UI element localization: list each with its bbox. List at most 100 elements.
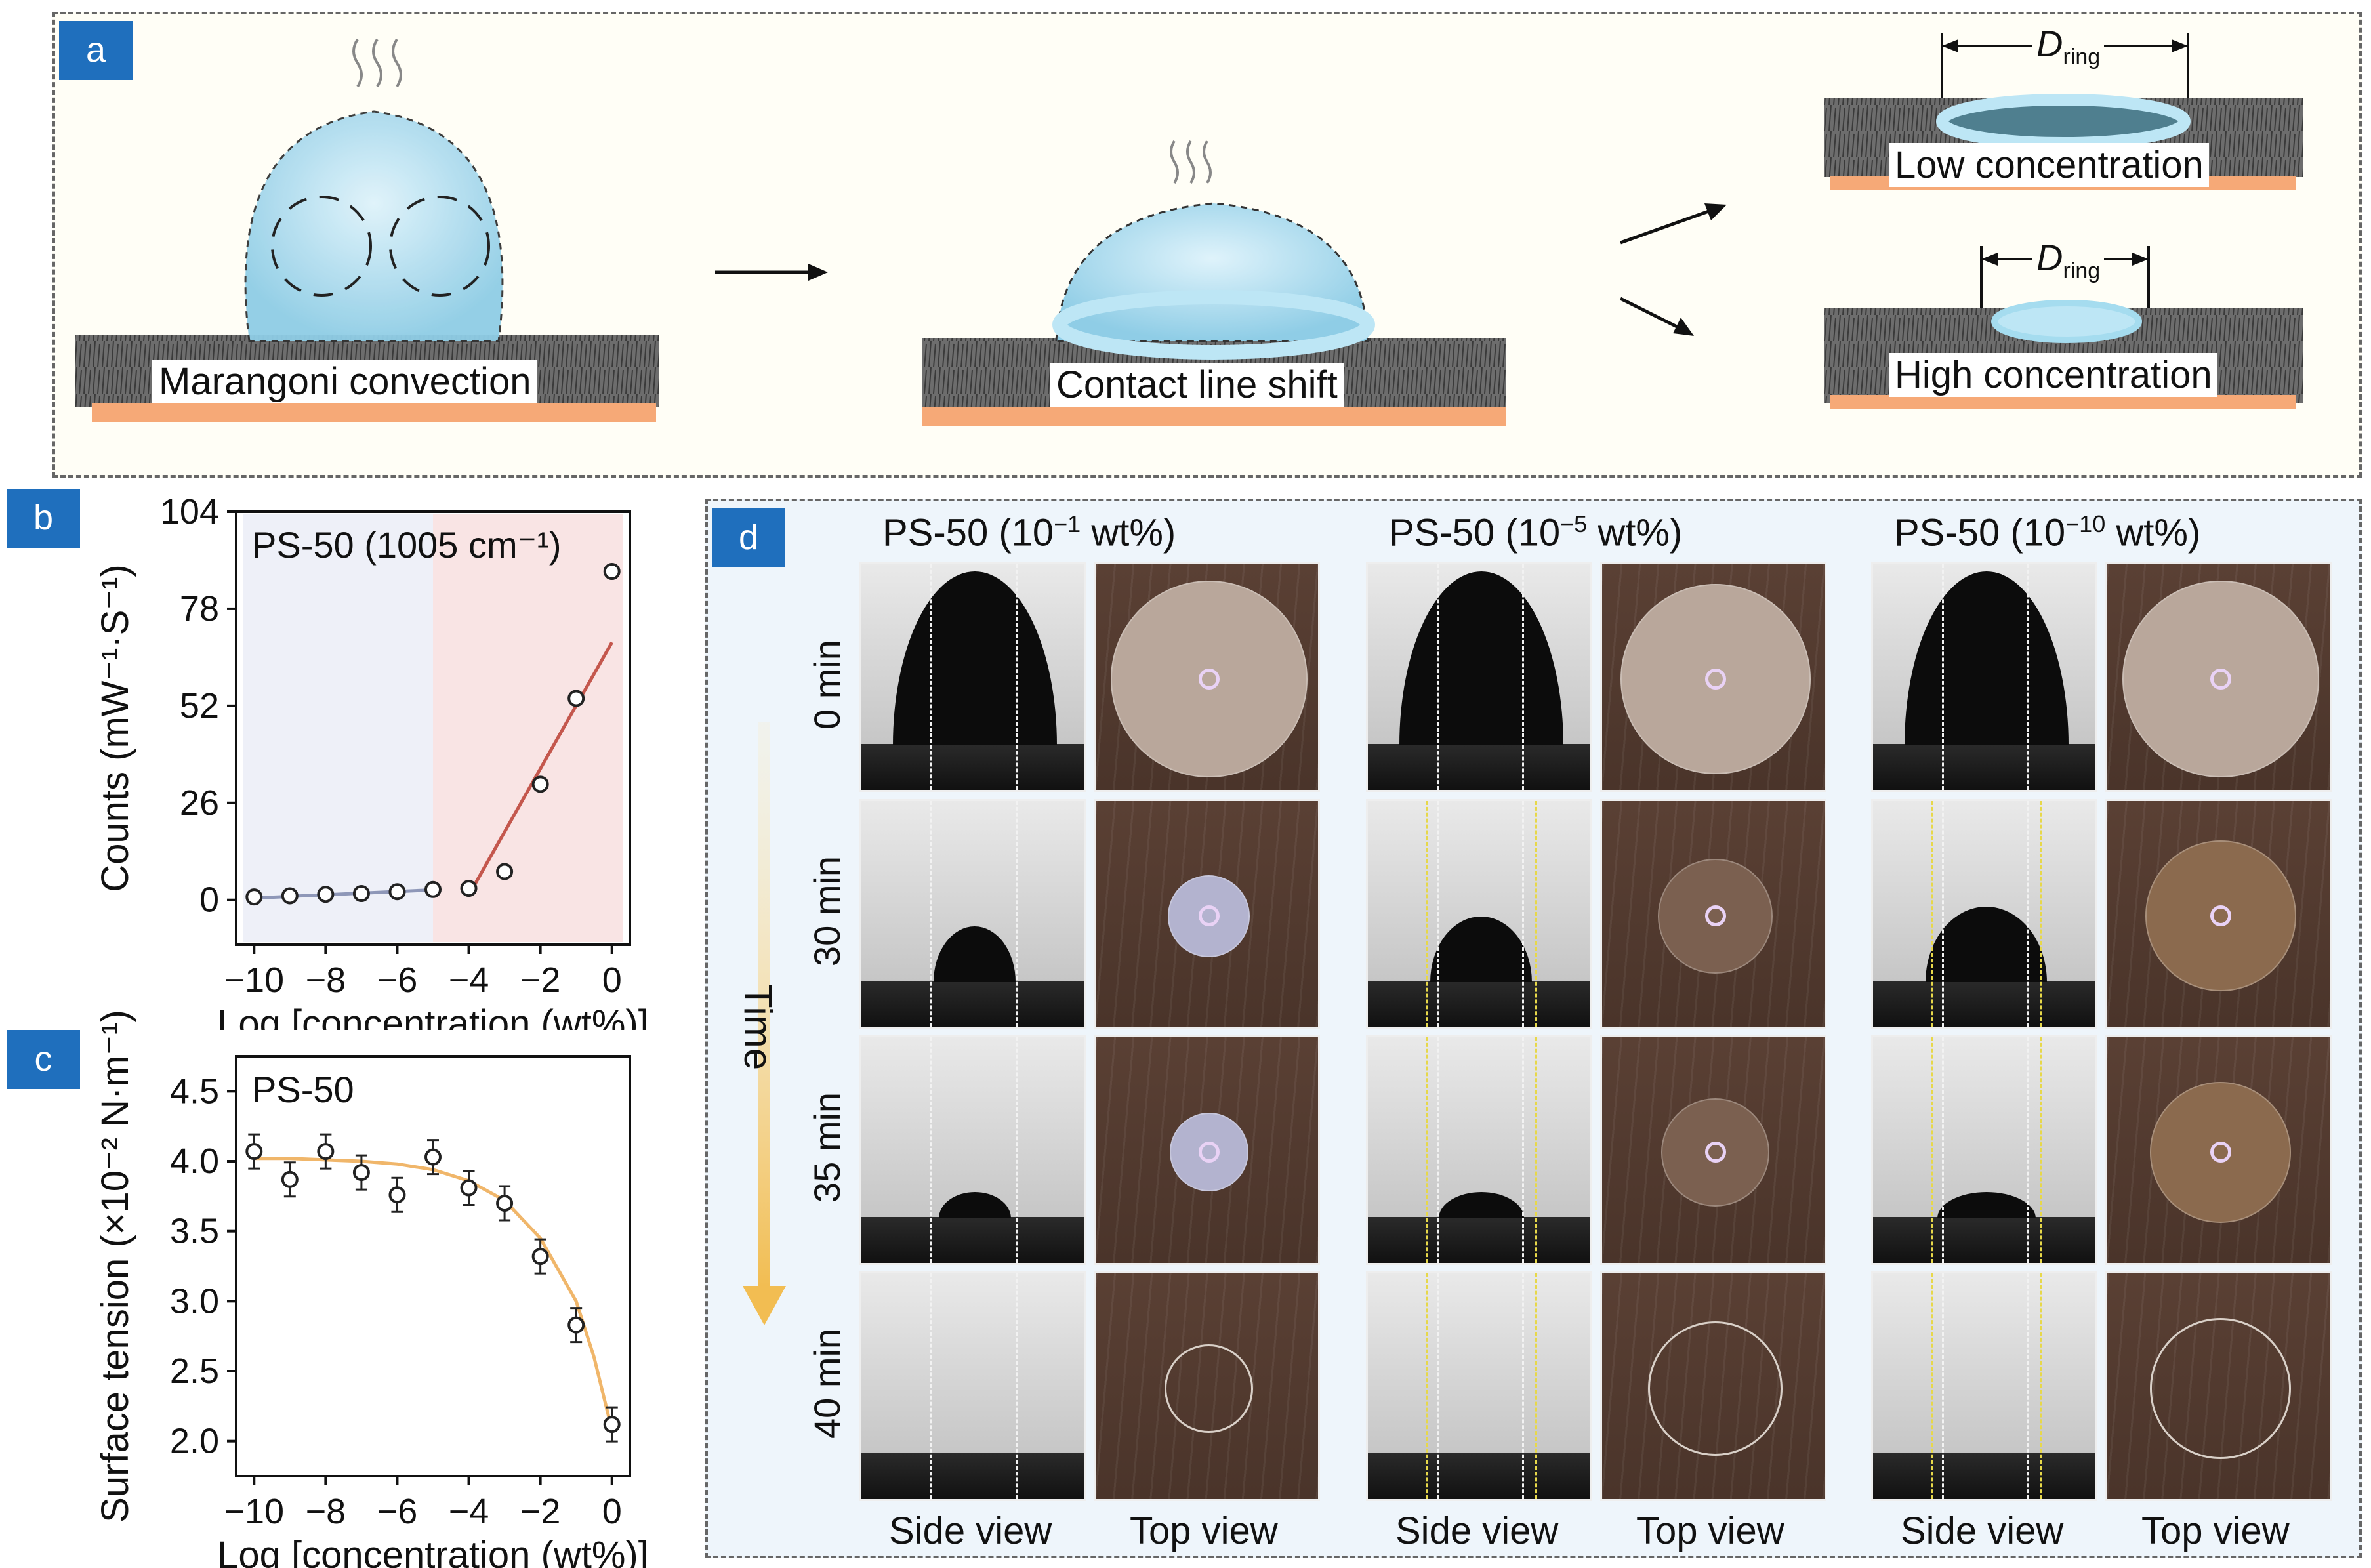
- guide-line-yellow: [1426, 801, 1428, 1027]
- substrate-shadow: [861, 1217, 1084, 1263]
- stage2-droplet: [1055, 202, 1369, 342]
- y-tick-label: 52: [180, 686, 219, 726]
- side-view-photo: [1366, 562, 1592, 792]
- guide-line: [1522, 1037, 1524, 1263]
- top-view-photo: [1600, 562, 1826, 792]
- panel-c-badge: c: [7, 1030, 80, 1089]
- laser-ring: [1198, 669, 1220, 690]
- column-title-exp: −1: [1054, 510, 1081, 537]
- side-view-photo: [859, 799, 1086, 1029]
- x-tick-label: −4: [449, 960, 489, 1000]
- top-droplet: [1648, 1321, 1783, 1456]
- stage2-substrate: [922, 407, 1506, 426]
- substrate-shadow: [1368, 1217, 1590, 1263]
- data-point: [531, 775, 549, 793]
- y-tick-label: 104: [160, 492, 219, 531]
- column-title-post: wt%): [1081, 511, 1176, 554]
- data-point: [603, 563, 621, 581]
- droplet-silhouette: [934, 926, 1016, 982]
- laser-ring: [1198, 1142, 1220, 1163]
- guide-line: [1942, 1273, 1944, 1499]
- panel-b-badge: b: [7, 489, 80, 548]
- substrate-shadow: [1873, 1217, 2095, 1263]
- row-label: 30 min: [806, 856, 848, 966]
- axes-frame: [235, 510, 631, 946]
- y-tick-label: 4.5: [170, 1071, 219, 1111]
- column-title-pre: PS-50 (10: [1389, 511, 1561, 554]
- y-tick-label: 78: [180, 589, 219, 629]
- panel-c-chart: −10 −8 −6 −4 −2 0 2.0 2.5 3.0 3.5 4.0 4.5 Log [conce…: [94, 1010, 649, 1568]
- guide-line: [1522, 801, 1524, 1027]
- time-arrow: [743, 722, 786, 1325]
- guide-line: [1437, 1037, 1439, 1263]
- guide-line-yellow: [2040, 1273, 2042, 1499]
- column-title-pre: PS-50 (10: [882, 511, 1054, 554]
- top-view-photo: [1094, 799, 1320, 1029]
- y-tick-label: 2.5: [170, 1351, 219, 1391]
- top-view-photo: [2105, 1035, 2332, 1265]
- guide-line-yellow: [1931, 1273, 1933, 1499]
- side-view-photo: [1871, 799, 2097, 1029]
- x-tick-label: 0: [602, 960, 622, 1000]
- row-label: 0 min: [806, 640, 848, 730]
- guide-line-yellow: [1426, 1273, 1428, 1499]
- y-tick-label: 3.5: [170, 1212, 219, 1251]
- data-point: [388, 1186, 406, 1204]
- laser-ring: [1704, 905, 1726, 926]
- substrate-shadow: [1368, 981, 1590, 1027]
- contact-line-label: Contact line shift: [1050, 363, 1344, 407]
- y-tick-label: 3.0: [170, 1281, 219, 1321]
- top-view-label: Top view: [1130, 1510, 1278, 1552]
- row-label: 40 min: [806, 1328, 848, 1439]
- column-title: PS-50 (10−5 wt%): [1389, 510, 1682, 554]
- substrate-shadow: [861, 1453, 1084, 1499]
- guide-line-yellow: [1535, 1037, 1537, 1263]
- data-point: [245, 1143, 263, 1161]
- data-point: [352, 1164, 370, 1182]
- data-point: [567, 690, 585, 707]
- substrate-shadow: [1873, 744, 2095, 790]
- x-tick-label: −10: [224, 960, 284, 1000]
- time-label: Time: [736, 984, 780, 1071]
- side-view-label: Side view: [1395, 1510, 1559, 1552]
- x-tick-label: −2: [520, 960, 561, 1000]
- guide-line: [930, 564, 932, 790]
- guide-line-yellow: [1535, 1273, 1537, 1499]
- panel-d-badge: d: [712, 508, 785, 567]
- fit-line-high: [470, 641, 613, 890]
- column-title-post: wt%): [2105, 511, 2201, 554]
- guide-line: [1016, 1273, 1018, 1499]
- top-view-photo: [1094, 1035, 1320, 1265]
- column-title-exp: −10: [2065, 510, 2106, 537]
- data-point: [352, 885, 370, 903]
- panel-a-illustration: [75, 33, 2303, 426]
- guide-line: [2027, 564, 2029, 790]
- dring-label-high: Dring: [2032, 236, 2105, 285]
- guide-line-yellow: [2040, 801, 2042, 1027]
- substrate-shadow: [1873, 1453, 2095, 1499]
- side-view-photo: [859, 1035, 1086, 1265]
- droplet-silhouette: [1904, 571, 2069, 745]
- side-view-photo: [1871, 1035, 2097, 1265]
- x-tick-label: −6: [377, 960, 418, 1000]
- side-view-label: Side view: [889, 1510, 1052, 1552]
- data-point: [317, 886, 335, 903]
- guide-line-yellow: [1426, 1037, 1428, 1263]
- data-point: [496, 863, 514, 880]
- guide-line: [1522, 1273, 1524, 1499]
- top-view-photo: [2105, 799, 2332, 1029]
- guide-line: [1016, 1037, 1018, 1263]
- axes-frame: [235, 1055, 631, 1477]
- laser-ring: [2210, 669, 2231, 690]
- column-title-post: wt%): [1587, 511, 1683, 554]
- guide-line: [1437, 564, 1439, 790]
- fit-line: [254, 1157, 614, 1431]
- data-point: [388, 883, 406, 901]
- y-tick-label: 26: [180, 783, 219, 823]
- y-tick-label: 4.0: [170, 1142, 219, 1181]
- data-point: [424, 1148, 442, 1166]
- marangoni-label: Marangoni convection: [152, 360, 538, 403]
- shaded-region: [433, 514, 623, 942]
- column-title: PS-50 (10−10 wt%): [1894, 510, 2200, 554]
